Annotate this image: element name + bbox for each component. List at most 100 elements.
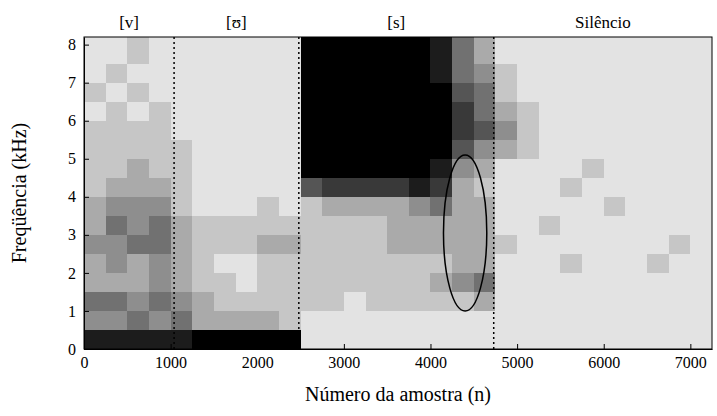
cell (279, 64, 301, 84)
cell (344, 254, 366, 274)
cell (582, 254, 604, 274)
cell (106, 197, 128, 217)
cell (560, 83, 582, 103)
cell (647, 311, 669, 331)
x-tick-label: 6000 (588, 354, 620, 371)
cell (127, 254, 149, 274)
cell (214, 197, 236, 217)
cell (409, 83, 431, 103)
cell (647, 273, 669, 293)
cell (625, 159, 647, 179)
cell (539, 197, 561, 217)
cell (474, 83, 496, 103)
cell (236, 216, 258, 236)
cell (344, 330, 366, 349)
cell (322, 102, 344, 122)
cell (387, 235, 409, 255)
x-tick-label: 2000 (242, 354, 274, 371)
cell (192, 37, 214, 64)
y-tick-mark (84, 311, 89, 312)
cell (149, 235, 171, 255)
y-tick-label: 8 (68, 36, 76, 53)
cell (539, 121, 561, 141)
cell (474, 121, 496, 141)
cell (366, 311, 388, 331)
cell (495, 83, 517, 103)
cell (301, 37, 323, 64)
cell (366, 178, 388, 198)
cell (279, 330, 301, 349)
cell (322, 64, 344, 84)
cell (474, 216, 496, 236)
cell (366, 159, 388, 179)
cell (279, 235, 301, 255)
cell (517, 254, 539, 274)
cell (301, 159, 323, 179)
cell (301, 330, 323, 349)
cell (387, 254, 409, 274)
cell (409, 102, 431, 122)
cell (430, 254, 452, 274)
cell (214, 140, 236, 160)
cell (582, 197, 604, 217)
cell (84, 254, 106, 274)
cell (517, 102, 539, 122)
cell (214, 235, 236, 255)
cell (366, 83, 388, 103)
cell (409, 37, 431, 64)
cell (149, 311, 171, 331)
cell (192, 292, 214, 312)
cell (344, 140, 366, 160)
cell (669, 216, 691, 236)
cell (301, 273, 323, 293)
y-tick-label: 7 (68, 74, 76, 91)
cell (474, 64, 496, 84)
cell (236, 159, 258, 179)
cell (625, 64, 647, 84)
cell (192, 197, 214, 217)
cell (366, 102, 388, 122)
cell (604, 216, 626, 236)
cell (149, 83, 171, 103)
cell (495, 216, 517, 236)
cell (409, 254, 431, 274)
cell (257, 64, 279, 84)
cell (192, 235, 214, 255)
cell (452, 311, 474, 331)
cell (106, 235, 128, 255)
cell (430, 216, 452, 236)
cell (625, 102, 647, 122)
cell (257, 311, 279, 331)
cell (452, 64, 474, 84)
cell (604, 159, 626, 179)
x-tick-label: 0 (81, 354, 89, 371)
y-tick-mark (84, 197, 89, 198)
cell (539, 140, 561, 160)
segment-label: [v] (119, 13, 139, 32)
cell (539, 292, 561, 312)
cell (84, 292, 106, 312)
cell (604, 254, 626, 274)
cell (582, 178, 604, 198)
cell (106, 83, 128, 103)
cell (452, 273, 474, 293)
cell (495, 64, 517, 84)
cell (106, 178, 128, 198)
plot: 01000200030004000500060007000012345678 (68, 36, 713, 371)
y-tick: 8 (68, 36, 89, 53)
cell (625, 37, 647, 64)
cell (192, 121, 214, 141)
cell (517, 197, 539, 217)
cell (409, 121, 431, 141)
cell (322, 311, 344, 331)
cell (452, 83, 474, 103)
cell (127, 292, 149, 312)
x-axis-line (85, 349, 713, 350)
cell (236, 311, 258, 331)
cell (322, 159, 344, 179)
cell (517, 159, 539, 179)
cell (647, 178, 669, 198)
cell (539, 64, 561, 84)
x-tick-mark (344, 344, 345, 349)
cell (257, 292, 279, 312)
